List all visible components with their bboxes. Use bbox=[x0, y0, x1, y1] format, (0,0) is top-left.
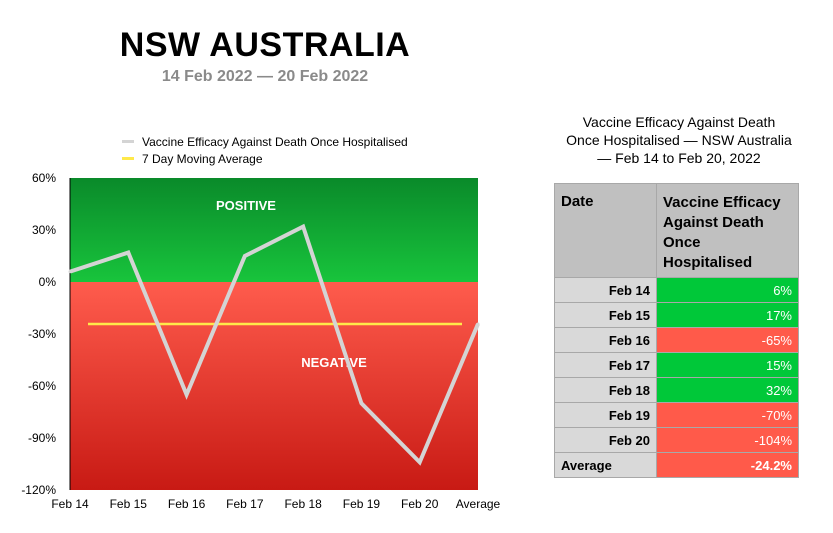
value-cell: -70% bbox=[656, 402, 799, 428]
date-cell: Feb 19 bbox=[554, 402, 657, 428]
value-cell: -104% bbox=[656, 427, 799, 453]
value-cell: 32% bbox=[656, 377, 799, 403]
value-cell: 6% bbox=[656, 277, 799, 303]
table-title-line: — Feb 14 to Feb 20, 2022 bbox=[597, 150, 761, 166]
y-tick-label: 0% bbox=[39, 275, 57, 289]
header-line: Vaccine Efficacy bbox=[663, 194, 781, 211]
average-value-cell: -24.2% bbox=[656, 452, 799, 478]
x-tick-label: Feb 14 bbox=[51, 497, 89, 511]
table-title-line: Once Hospitalised — NSW Australia bbox=[566, 132, 792, 148]
column-header-date: Date bbox=[554, 183, 657, 278]
x-tick-label: Feb 19 bbox=[343, 497, 381, 511]
legend-swatch-moving-average bbox=[122, 157, 134, 160]
efficacy-data-point bbox=[476, 322, 480, 326]
table-row: Feb 17 15% bbox=[554, 352, 799, 378]
x-tick-label: Average bbox=[456, 497, 501, 511]
legend-swatch-efficacy bbox=[122, 140, 134, 143]
legend-label-efficacy: Vaccine Efficacy Against Death Once Hosp… bbox=[142, 134, 408, 149]
y-tick-label: -30% bbox=[28, 327, 56, 341]
header-line: Against Death bbox=[663, 214, 764, 231]
y-tick-label: 60% bbox=[32, 171, 56, 185]
positive-label: POSITIVE bbox=[216, 198, 276, 213]
table-header-row: Date Vaccine Efficacy Against Death Once… bbox=[554, 183, 799, 278]
efficacy-data-point bbox=[301, 225, 305, 229]
page-title: NSW AUSTRALIA bbox=[119, 26, 411, 64]
x-tick-label: Feb 17 bbox=[226, 497, 264, 511]
date-cell: Feb 17 bbox=[554, 352, 657, 378]
column-header-efficacy: Vaccine Efficacy Against Death Once Hosp… bbox=[656, 183, 799, 278]
x-tick-label: Feb 16 bbox=[168, 497, 206, 511]
header-line: Hospitalised bbox=[663, 254, 753, 271]
x-tick-label: Feb 15 bbox=[110, 497, 148, 511]
legend-item-moving-average: 7 Day Moving Average bbox=[122, 150, 408, 167]
value-cell: -65% bbox=[656, 327, 799, 353]
efficacy-series-line bbox=[69, 223, 480, 466]
table-row: Feb 20 -104% bbox=[554, 427, 799, 453]
table-average-row: Average -24.2% bbox=[554, 452, 799, 478]
efficacy-data-point bbox=[243, 254, 247, 258]
x-tick-label: Feb 18 bbox=[284, 497, 322, 511]
positive-region bbox=[70, 178, 478, 282]
page-subtitle: 14 Feb 2022 — 20 Feb 2022 bbox=[161, 68, 369, 85]
y-tick-label: 30% bbox=[32, 223, 56, 237]
date-cell: Feb 14 bbox=[554, 277, 657, 303]
legend-label-moving-average: 7 Day Moving Average bbox=[142, 151, 263, 166]
table-row: Feb 18 32% bbox=[554, 377, 799, 403]
table-row: Feb 16 -65% bbox=[554, 327, 799, 353]
efficacy-table: Date Vaccine Efficacy Against Death Once… bbox=[554, 183, 799, 478]
table-row: Feb 14 6% bbox=[554, 277, 799, 303]
efficacy-data-point bbox=[359, 401, 363, 405]
y-tick-label: -60% bbox=[28, 379, 56, 393]
legend-item-efficacy: Vaccine Efficacy Against Death Once Hosp… bbox=[122, 133, 408, 150]
negative-region bbox=[70, 282, 478, 490]
table-row: Feb 19 -70% bbox=[554, 402, 799, 428]
efficacy-data-point bbox=[185, 393, 189, 397]
average-label-cell: Average bbox=[554, 452, 657, 478]
table-title-line: Vaccine Efficacy Against Death bbox=[582, 114, 776, 130]
date-cell: Feb 18 bbox=[554, 377, 657, 403]
y-tick-label: -120% bbox=[21, 483, 56, 497]
efficacy-data-point bbox=[126, 251, 130, 255]
efficacy-data-point bbox=[418, 460, 422, 464]
efficacy-data-point bbox=[68, 270, 72, 274]
x-tick-label: Feb 20 bbox=[401, 497, 439, 511]
y-tick-label: -90% bbox=[28, 431, 56, 445]
value-cell: 17% bbox=[656, 302, 799, 328]
date-cell: Feb 20 bbox=[554, 427, 657, 453]
chart-legend: Vaccine Efficacy Against Death Once Hosp… bbox=[122, 133, 408, 167]
table-row: Feb 15 17% bbox=[554, 302, 799, 328]
table-title: Vaccine Efficacy Against Death Once Hosp… bbox=[548, 113, 810, 167]
negative-label: NEGATIVE bbox=[301, 355, 367, 370]
value-cell: 15% bbox=[656, 352, 799, 378]
header-line: Once bbox=[663, 234, 701, 251]
date-cell: Feb 15 bbox=[554, 302, 657, 328]
date-cell: Feb 16 bbox=[554, 327, 657, 353]
